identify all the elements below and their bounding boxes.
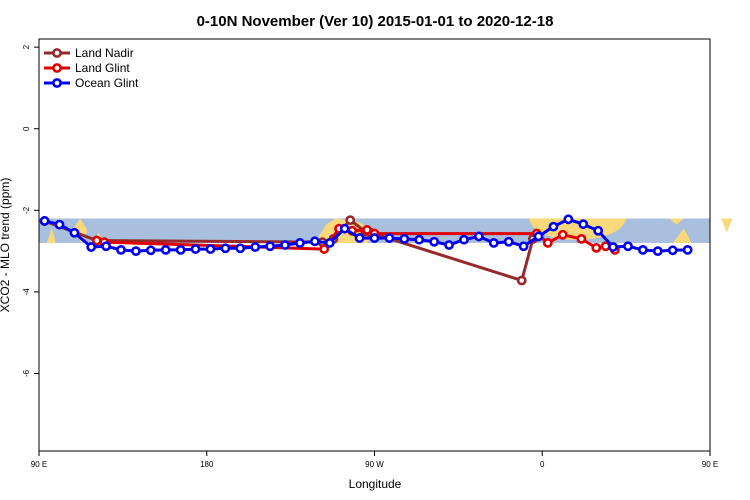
land-glint-point — [542, 238, 553, 248]
legend-label: Land Nadir — [75, 46, 134, 60]
y-tick-label: -2 — [22, 206, 31, 214]
ocean-glint-point — [473, 231, 484, 242]
y-axis: 2 0 -2 -4 -6 — [22, 44, 39, 377]
ocean-glint-point — [205, 244, 216, 254]
legend-label: Land Glint — [75, 61, 130, 75]
series-layer — [39, 214, 693, 286]
ocean-glint-point — [265, 241, 276, 252]
y-tick-label: 0 — [22, 126, 31, 131]
land-nadir-point — [345, 215, 356, 226]
ocean-glint-point — [399, 233, 410, 244]
land-india-tip — [668, 218, 684, 225]
ocean-glint-point — [518, 241, 529, 252]
ocean-glint-point — [145, 245, 156, 256]
legend-label: Ocean Glint — [75, 76, 139, 90]
ocean-glint-point — [459, 234, 469, 245]
ocean-glint-point — [220, 243, 231, 254]
y-axis-label: XCO2 - MLO trend (ppm) — [0, 178, 12, 313]
ocean-glint-point — [682, 244, 693, 255]
ocean-glint-point — [444, 240, 454, 250]
x-tick-label: 90 E — [31, 460, 47, 469]
ocean-glint-point — [235, 243, 246, 254]
ocean-glint-point — [131, 246, 141, 257]
x-tick-label: 180 — [200, 460, 214, 469]
land-malay-peninsula — [721, 218, 733, 233]
y-tick-label: -6 — [22, 369, 31, 377]
land-glint-point — [576, 233, 587, 244]
ocean-glint-point — [369, 233, 380, 243]
ocean-glint-point — [116, 244, 126, 255]
legend-item-land-nadir: Land Nadir — [44, 46, 134, 60]
legend-swatch-point — [52, 78, 62, 88]
land-sumatra — [46, 228, 56, 243]
legend-swatch-point — [52, 48, 62, 58]
ocean-glint-point — [414, 234, 425, 245]
y-tick-label: 2 — [22, 44, 31, 49]
ocean-glint-point — [175, 244, 186, 255]
y-tick-label: -4 — [22, 288, 31, 296]
ocean-glint-point — [295, 238, 305, 248]
ocean-glint-point — [69, 227, 80, 238]
ocean-glint-point — [86, 242, 97, 252]
ocean-glint-point — [623, 241, 633, 252]
ocean-glint-point — [39, 216, 50, 226]
ocean-glint-point — [354, 233, 365, 243]
land-sri-lanka — [672, 228, 692, 243]
x-tick-label: 90 W — [365, 460, 384, 469]
ocean-glint-point — [339, 223, 350, 234]
ocean-glint-point — [384, 233, 395, 243]
ocean-glint-point — [667, 245, 678, 256]
ocean-glint-point — [652, 246, 663, 257]
land-glint-point — [319, 244, 330, 254]
x-tick-label: 90 E — [702, 460, 718, 469]
chart-title: 0-10N November (Ver 10) 2015-01-01 to 20… — [197, 13, 554, 30]
ocean-glint-point — [608, 242, 618, 252]
legend-swatch-point — [52, 63, 62, 73]
ocean-glint-point — [309, 236, 320, 247]
land-nadir-point — [516, 275, 527, 286]
ocean-glint-point — [190, 244, 201, 254]
land-glint-point — [591, 242, 602, 253]
series-ocean-glint — [39, 214, 693, 257]
x-axis: 90 E 180 90 W 0 90 E — [31, 451, 718, 469]
ocean-glint-point — [101, 241, 111, 252]
x-tick-label: 0 — [540, 460, 545, 469]
ocean-glint-point — [548, 221, 559, 232]
ocean-glint-point — [54, 219, 65, 230]
ocean-glint-point — [324, 238, 335, 248]
ocean-glint-point — [429, 236, 440, 247]
land-glint-point — [362, 225, 372, 235]
legend-item-ocean-glint: Ocean Glint — [44, 76, 139, 90]
ocean-glint-point — [638, 244, 648, 255]
ocean-glint-point — [503, 236, 514, 247]
ocean-glint-point — [563, 214, 574, 225]
ocean-glint-point — [488, 238, 499, 248]
ocean-glint-point — [593, 225, 604, 236]
ocean-glint-point — [160, 244, 171, 255]
ocean-glint-point — [578, 219, 589, 230]
legend-item-land-glint: Land Glint — [44, 61, 130, 75]
ocean-glint-point — [533, 231, 544, 242]
land-glint-point — [91, 235, 102, 246]
land-glint-point — [557, 229, 568, 240]
ocean-glint-point — [280, 240, 290, 250]
ocean-glint-point — [250, 242, 261, 252]
x-axis-label: Longitude — [349, 477, 402, 491]
